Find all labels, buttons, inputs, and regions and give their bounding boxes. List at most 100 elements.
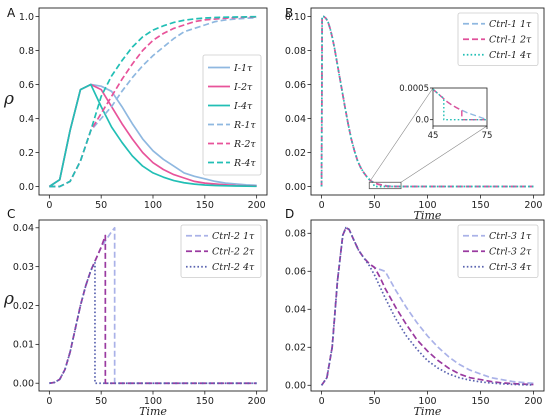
x-tick-label: 200 — [524, 396, 542, 407]
inset-y-tick-label: 0.0005 — [399, 84, 429, 94]
y-tick-label: 0.4 — [19, 114, 34, 125]
y-tick-label: 0.04 — [285, 114, 306, 125]
legend-label: I-2τ — [233, 82, 253, 93]
x-tick-label: 0 — [319, 200, 325, 211]
panel-letter: A — [7, 6, 16, 20]
legend-label: Ctrl-1 4τ — [489, 50, 532, 61]
x-tick-label: 0 — [319, 396, 325, 407]
panel-b: B 0 50 100 150 200 0.00 0.02 0.04 0.06 0.08 0.10 Tim… — [285, 6, 545, 222]
y-tick-label: 0.00 — [285, 182, 306, 193]
inset-frame — [432, 87, 488, 127]
y-tick-label: 0.00 — [285, 381, 306, 392]
x-tick-label: 50 — [368, 200, 380, 211]
y-tick-label: 0.03 — [13, 262, 34, 273]
x-axis-label: Time — [414, 209, 442, 222]
zoom-connector — [369, 87, 434, 183]
y-tick-label: 0.8 — [19, 46, 34, 57]
inset-axes: 45 75 0.0 0.0005 — [399, 84, 492, 141]
series-line-2 — [320, 15, 534, 188]
legend-label: Ctrl-3 1τ — [489, 231, 532, 242]
inset-x-tick-label: 45 — [428, 131, 439, 141]
x-tick-label: 100 — [144, 200, 162, 211]
y-tick-label: 1.0 — [19, 12, 34, 23]
y-axis-label: ρ — [3, 89, 14, 109]
y-axis-label: ρ — [3, 289, 14, 309]
x-tick-label: 200 — [248, 396, 266, 407]
legend-box — [457, 224, 539, 278]
x-axis-label: Time — [414, 405, 442, 417]
legend-label: Ctrl-2 4τ — [212, 262, 255, 273]
y-tick-label: 0.00 — [13, 379, 34, 390]
legend-box — [202, 54, 262, 176]
y-tick-label: 0.08 — [285, 229, 306, 240]
x-tick-label: 150 — [196, 200, 214, 211]
series-line-2 — [49, 261, 257, 385]
panel-a: A 0 50 100 150 200 0.0 0.2 0.4 0.6 0.8 1.0 ρ I-1τ I-2τ… — [3, 6, 268, 211]
legend: Ctrl-3 1τ Ctrl-3 2τ Ctrl-3 4τ — [457, 224, 539, 278]
y-tick-label: 0.02 — [285, 343, 306, 354]
x-tick-label: 200 — [524, 200, 542, 211]
x-axis-label: Time — [139, 405, 167, 417]
legend-label: R-4τ — [233, 158, 256, 169]
x-tick-label: 50 — [95, 396, 107, 407]
plot-area — [320, 226, 534, 386]
legend-label: R-2τ — [233, 139, 256, 150]
axes-frame — [310, 219, 545, 392]
legend-label: Ctrl-3 4τ — [489, 262, 532, 273]
x-tick-label: 100 — [418, 396, 436, 407]
series-line-5 — [49, 15, 257, 188]
legend-label: Ctrl-3 2τ — [489, 247, 532, 258]
y-tick-label: 0.04 — [285, 305, 306, 316]
zoom-connector — [400, 125, 488, 183]
plot-area — [320, 15, 534, 188]
panel-letter: B — [285, 6, 293, 20]
panel-c: C 0 50 100 150 200 0.00 0.01 0.02 0.03 0.04 Time ρ Ct… — [3, 207, 268, 417]
y-tick-label: 0.01 — [13, 340, 34, 351]
inset-series-line-1 — [433, 88, 487, 121]
x-tick-label: 100 — [418, 200, 436, 211]
legend-label: Ctrl-2 1τ — [212, 231, 255, 242]
x-tick-label: 200 — [248, 200, 266, 211]
series-line-1 — [49, 234, 257, 385]
y-tick-label: 0.08 — [285, 46, 306, 57]
y-tick-label: 0.06 — [285, 80, 306, 91]
x-tick-label: 0 — [46, 396, 52, 407]
x-tick-label: 150 — [196, 396, 214, 407]
y-tick-label: 0.04 — [13, 223, 34, 234]
x-tick-label: 150 — [471, 200, 489, 211]
x-tick-label: 150 — [471, 396, 489, 407]
legend-box — [457, 12, 539, 66]
legend-label: Ctrl-2 2τ — [212, 247, 255, 258]
legend-box — [180, 224, 262, 278]
panel-d: D 0 50 100 150 200 0.00 0.02 0.04 0.06 0.08 Time Ctr… — [285, 207, 545, 417]
legend-label: I-4τ — [233, 101, 253, 112]
legend-label: I-1τ — [233, 63, 253, 74]
panel-letter: C — [7, 207, 15, 221]
y-tick-label: 0.10 — [285, 12, 306, 23]
series-line-1 — [320, 15, 534, 188]
y-tick-label: 0.02 — [13, 301, 34, 312]
x-tick-label: 50 — [368, 396, 380, 407]
axes-frame — [38, 219, 268, 392]
legend-label: Ctrl-1 1τ — [489, 19, 532, 30]
axes-frame — [38, 7, 268, 196]
y-tick-label: 0.02 — [285, 148, 306, 159]
y-tick-label: 0.0 — [19, 182, 34, 193]
legend: Ctrl-2 1τ Ctrl-2 2τ Ctrl-2 4τ — [180, 224, 262, 278]
x-tick-label: 0 — [46, 200, 52, 211]
legend-label: Ctrl-1 2τ — [489, 35, 532, 46]
panel-letter: D — [285, 207, 294, 221]
axes-frame — [310, 7, 545, 196]
inset-series-line-2 — [433, 88, 487, 121]
legend: Ctrl-1 1τ Ctrl-1 2τ Ctrl-1 4τ — [457, 12, 539, 66]
plot-area — [48, 15, 257, 188]
inset-x-tick-label: 75 — [482, 131, 493, 141]
series-line-2 — [48, 83, 257, 188]
inset-plot-area — [433, 88, 487, 121]
zoom-region — [368, 181, 402, 190]
y-tick-label: 0.06 — [285, 267, 306, 278]
x-tick-label: 50 — [95, 200, 107, 211]
legend: I-1τ I-2τ I-4τ R-1τ R-2τ R-4τ — [202, 54, 262, 176]
x-tick-label: 100 — [144, 396, 162, 407]
